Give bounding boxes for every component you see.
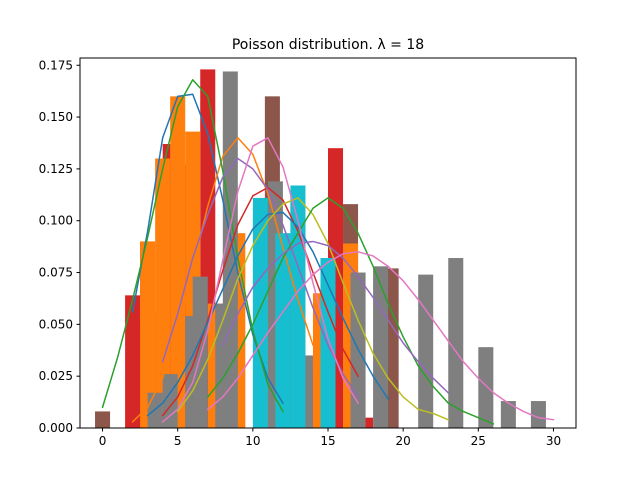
bar-3-3 (192, 276, 208, 428)
bar-3-10 (418, 274, 434, 428)
series-line-1 (131, 137, 314, 423)
bar-3-14 (530, 401, 546, 428)
y-tick-label: 0.150 (39, 110, 73, 124)
series-line-6 (176, 197, 450, 421)
bar-3-9 (373, 266, 389, 428)
chart-title: Poisson distribution. λ = 18 (232, 37, 424, 53)
x-tick-label: 20 (396, 434, 411, 448)
bar-3-0 (147, 392, 163, 428)
x-tick-label: 25 (471, 434, 486, 448)
bar-3-13 (500, 401, 516, 428)
series-line-8 (221, 240, 450, 394)
bar-3-12 (478, 347, 494, 428)
y-tick-label: 0.100 (39, 214, 73, 228)
x-tick-label: 15 (320, 434, 335, 448)
series-line-2 (101, 79, 284, 413)
series-line-3 (161, 186, 360, 417)
y-tick-label: 0.025 (39, 369, 73, 383)
bar-3-11 (448, 258, 464, 428)
y-tick-label: 0.125 (39, 162, 73, 176)
bar-2-1 (155, 158, 171, 428)
series-line-10 (161, 137, 360, 423)
bar-4-1 (275, 233, 291, 428)
x-tick-label: 0 (99, 434, 107, 448)
bar-2-0 (140, 241, 156, 428)
series-line-5 (146, 211, 390, 417)
y-tick-label: 0.075 (39, 266, 73, 280)
series-line-9 (206, 251, 555, 421)
x-tick-label: 10 (245, 434, 260, 448)
x-tick-label: 5 (174, 434, 182, 448)
x-axis: 0 5 10 15 20 25 30 (99, 428, 561, 448)
bar-1-0 (125, 295, 141, 428)
y-tick-label: 0.050 (39, 317, 73, 331)
lines-layer (101, 79, 555, 425)
bar-0-0 (95, 411, 111, 428)
bar-2-2 (170, 96, 186, 428)
x-tick-label: 30 (546, 434, 561, 448)
y-tick-label: 0.000 (39, 421, 73, 435)
series-line-4 (161, 157, 360, 398)
y-axis: 0.000 0.025 0.050 0.075 0.100 0.125 0.150 0.175 (39, 58, 80, 435)
series-line-7 (206, 197, 495, 425)
y-tick-label: 0.175 (39, 58, 73, 72)
plot-area (95, 69, 555, 429)
